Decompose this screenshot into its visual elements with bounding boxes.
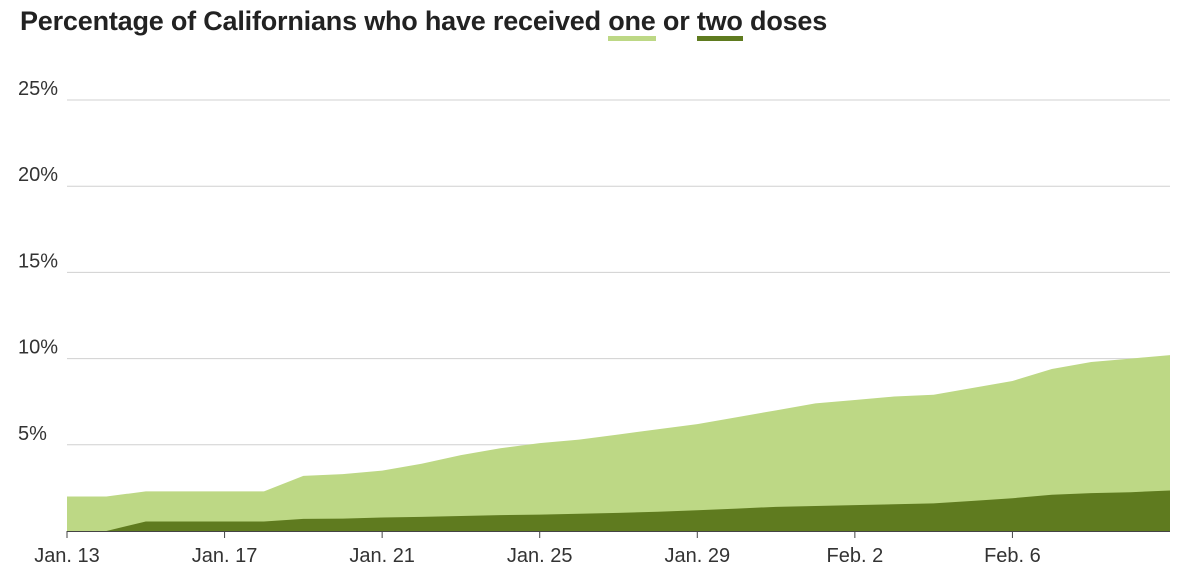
- x-tick-label: Jan. 29: [664, 545, 730, 567]
- title-text-start: Percentage of Californians who have rece…: [20, 6, 609, 36]
- legend-one-dose-swatch: [608, 36, 656, 41]
- y-axis-labels: 5% 10% 15% 20% 25%: [18, 78, 58, 445]
- area-one-dose: [67, 355, 1170, 531]
- title-text-middle: or: [655, 6, 697, 36]
- x-axis: [66, 531, 1170, 538]
- x-tick-label: Feb. 6: [984, 545, 1041, 567]
- chart-title: Percentage of Californians who have rece…: [20, 6, 828, 41]
- y-tick-label: 15%: [18, 250, 58, 272]
- chart-areas: [67, 355, 1171, 531]
- legend-two-doses-swatch: [696, 36, 743, 41]
- x-tick-label: Jan. 13: [34, 545, 100, 567]
- y-tick-label: 5%: [18, 423, 47, 445]
- legend-one-dose-label: one: [608, 6, 656, 36]
- title-text-end: doses: [742, 6, 828, 36]
- y-tick-label: 25%: [18, 78, 58, 100]
- x-axis-labels: Jan. 13 Jan. 17 Jan. 21 Jan. 25 Jan. 29 Feb. …: [34, 545, 1041, 567]
- area-two-doses: [106, 490, 1171, 531]
- x-tick-label: Feb. 2: [827, 545, 884, 567]
- legend-one-dose: one: [608, 6, 656, 41]
- x-tick-label: Jan. 25: [507, 545, 573, 567]
- y-tick-label: 20%: [18, 164, 58, 186]
- legend-two-doses: two: [696, 6, 743, 41]
- x-tick-label: Jan. 21: [349, 545, 415, 567]
- x-tick-label: Jan. 17: [192, 545, 258, 567]
- y-tick-label: 10%: [18, 337, 58, 359]
- legend-two-doses-label: two: [696, 6, 743, 36]
